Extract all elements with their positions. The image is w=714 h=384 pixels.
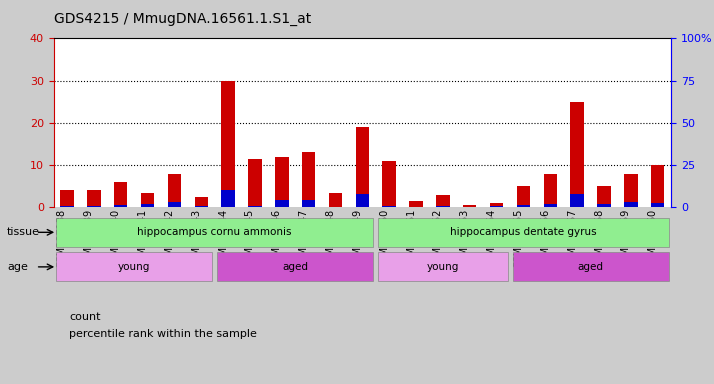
- Bar: [651, 203, 665, 207]
- Bar: [302, 200, 316, 207]
- Bar: [463, 205, 476, 207]
- Text: hippocampus cornu ammonis: hippocampus cornu ammonis: [137, 227, 292, 237]
- Text: age: age: [7, 262, 28, 272]
- Bar: [248, 206, 261, 207]
- Text: GSM297145: GSM297145: [245, 209, 255, 268]
- Bar: [87, 206, 101, 207]
- Text: young: young: [118, 262, 150, 272]
- Text: GSM297159: GSM297159: [621, 209, 631, 268]
- Bar: [356, 194, 369, 207]
- Text: GSM297152: GSM297152: [433, 209, 443, 268]
- Bar: [624, 174, 638, 207]
- Text: GSM297149: GSM297149: [352, 209, 363, 268]
- Bar: [141, 204, 154, 207]
- Bar: [378, 218, 669, 247]
- Bar: [517, 186, 531, 207]
- Text: GSM297148: GSM297148: [326, 209, 336, 268]
- Text: GSM297156: GSM297156: [540, 209, 550, 268]
- Text: aged: aged: [578, 262, 603, 272]
- Bar: [168, 174, 181, 207]
- Bar: [275, 200, 288, 207]
- Text: GSM297139: GSM297139: [84, 209, 94, 268]
- Text: GSM297142: GSM297142: [164, 209, 174, 268]
- Bar: [378, 252, 508, 281]
- Bar: [168, 202, 181, 207]
- Bar: [383, 206, 396, 207]
- Bar: [248, 159, 261, 207]
- Bar: [56, 252, 212, 281]
- Bar: [217, 252, 373, 281]
- Bar: [141, 193, 154, 207]
- Bar: [570, 102, 584, 207]
- Text: GSM297147: GSM297147: [298, 209, 308, 268]
- Text: GSM297146: GSM297146: [272, 209, 282, 268]
- Text: GSM297155: GSM297155: [513, 209, 523, 268]
- Text: GSM297153: GSM297153: [460, 209, 470, 268]
- Bar: [302, 152, 316, 207]
- Bar: [194, 206, 208, 207]
- Text: GSM297158: GSM297158: [594, 209, 604, 268]
- Bar: [513, 252, 669, 281]
- Bar: [543, 204, 557, 207]
- Text: GSM297140: GSM297140: [111, 209, 121, 268]
- Bar: [383, 161, 396, 207]
- Bar: [598, 204, 610, 207]
- Text: percentile rank within the sample: percentile rank within the sample: [69, 329, 257, 339]
- Text: GSM297144: GSM297144: [218, 209, 228, 268]
- Text: young: young: [427, 262, 459, 272]
- Bar: [409, 201, 423, 207]
- Bar: [328, 193, 342, 207]
- Text: GSM297141: GSM297141: [138, 209, 148, 268]
- Bar: [624, 202, 638, 207]
- Bar: [651, 165, 665, 207]
- Bar: [436, 206, 450, 207]
- Text: GSM297151: GSM297151: [406, 209, 416, 268]
- Text: GSM297154: GSM297154: [487, 209, 497, 268]
- Bar: [60, 190, 74, 207]
- Bar: [114, 205, 127, 207]
- Bar: [356, 127, 369, 207]
- Bar: [543, 174, 557, 207]
- Bar: [436, 195, 450, 207]
- Bar: [517, 205, 531, 207]
- Text: count: count: [69, 312, 101, 322]
- Text: GSM297138: GSM297138: [57, 209, 67, 268]
- Bar: [490, 203, 503, 207]
- Bar: [221, 190, 235, 207]
- Bar: [87, 190, 101, 207]
- Text: GSM297160: GSM297160: [648, 209, 658, 268]
- Text: GSM297143: GSM297143: [191, 209, 201, 268]
- Bar: [570, 194, 584, 207]
- Bar: [221, 81, 235, 207]
- Bar: [60, 206, 74, 207]
- Bar: [598, 186, 610, 207]
- Bar: [490, 206, 503, 207]
- Text: tissue: tissue: [7, 227, 40, 237]
- Text: GSM297150: GSM297150: [379, 209, 389, 268]
- Text: GSM297157: GSM297157: [567, 209, 577, 268]
- Text: aged: aged: [282, 262, 308, 272]
- Text: hippocampus dentate gyrus: hippocampus dentate gyrus: [450, 227, 597, 237]
- Bar: [114, 182, 127, 207]
- Text: GDS4215 / MmugDNA.16561.1.S1_at: GDS4215 / MmugDNA.16561.1.S1_at: [54, 12, 311, 25]
- Bar: [56, 218, 373, 247]
- Bar: [275, 157, 288, 207]
- Bar: [194, 197, 208, 207]
